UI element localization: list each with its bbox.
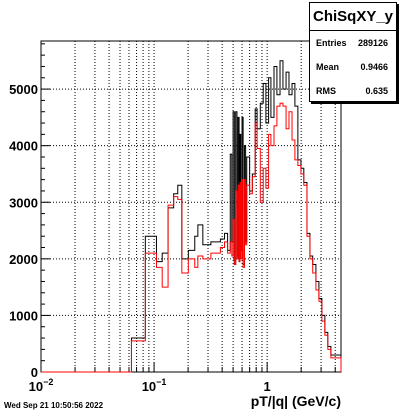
y-tick-label: 4000: [9, 139, 38, 154]
stats-row-mean: Mean 0.9466: [310, 55, 396, 79]
stats-value-mean: 0.9466: [360, 62, 388, 72]
x-tick-label: 10−2: [29, 377, 54, 394]
y-tick-label: 1000: [9, 308, 38, 323]
stats-row-rms: RMS 0.635: [310, 79, 396, 103]
stats-row-entries: Entries 289126: [310, 31, 396, 55]
x-tick-label: 1: [264, 379, 271, 394]
stats-value-rms: 0.635: [365, 86, 388, 96]
y-tick-label: 3000: [9, 195, 38, 210]
plot-frame: [40, 40, 342, 373]
stats-title: ChiSqXY_y: [310, 3, 396, 31]
y-tick-label: 2000: [9, 252, 38, 267]
x-tick-label: 10−1: [142, 377, 167, 394]
stats-label-mean: Mean: [316, 62, 340, 72]
y-tick-label: 5000: [9, 82, 38, 97]
stats-label-entries: Entries: [316, 38, 347, 48]
timestamp: Wed Sep 21 10:50:56 2022: [4, 401, 104, 410]
y-tick-label: 0: [31, 365, 38, 380]
stats-value-entries: 289126: [357, 38, 388, 48]
histogram-series-2: [41, 102, 342, 373]
stats-label-rms: RMS: [316, 86, 336, 96]
stats-box: ChiSqXY_y Entries 289126 Mean 0.9466 RMS…: [309, 2, 397, 102]
x-axis-title: pT/|q| (GeV/c): [251, 393, 341, 409]
